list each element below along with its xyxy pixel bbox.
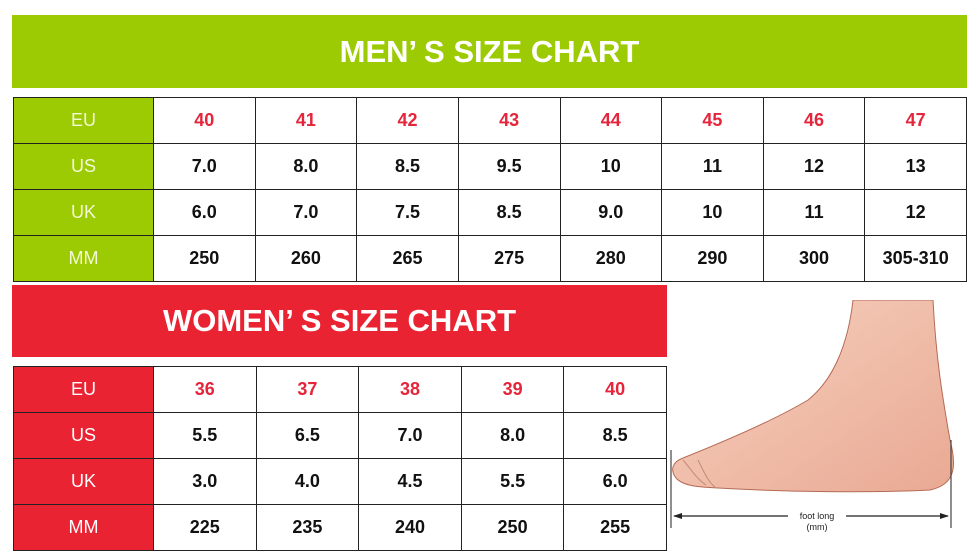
size-cell: 8.5: [563, 412, 667, 459]
size-cell: 39: [460, 366, 565, 413]
women-row-eu: EU 36 37 38 39 40: [13, 366, 667, 413]
size-cell: 7.0: [254, 189, 358, 236]
size-cell: 44: [559, 97, 663, 144]
size-cell: 300: [762, 235, 866, 282]
size-cell: 46: [762, 97, 866, 144]
women-row-mm: MM 225 235 240 250 255: [13, 504, 667, 551]
size-cell: 42: [356, 97, 459, 144]
size-cell: 250: [153, 235, 256, 282]
size-cell: 10: [661, 189, 764, 236]
size-cell: 250: [460, 504, 565, 551]
size-cell: 7.0: [358, 412, 462, 459]
foot-length-label: foot long: [800, 511, 835, 521]
size-cell: 5.5: [460, 458, 565, 505]
size-cell: 4.0: [255, 458, 360, 505]
size-cell: 40: [153, 97, 256, 144]
foot-shape: [672, 300, 954, 493]
row-header: MM: [13, 235, 154, 282]
size-cell: 7.0: [153, 143, 256, 190]
foot-illustration: foot long (mm): [670, 300, 954, 532]
size-cell: 3.0: [153, 458, 257, 505]
size-cell: 235: [255, 504, 360, 551]
row-header: UK: [13, 458, 154, 505]
row-header: US: [13, 412, 154, 459]
men-size-table: EU 40 41 42 43 44 45 46 47 US 7.0 8.0 8.5 9.5 10 11 12 13…: [13, 97, 967, 282]
men-row-eu: EU 40 41 42 43 44 45 46 47: [13, 97, 967, 144]
men-row-uk: UK 6.0 7.0 7.5 8.5 9.0 10 11 12: [13, 189, 967, 236]
size-cell: 6.0: [563, 458, 667, 505]
row-header: EU: [13, 366, 154, 413]
row-header: UK: [13, 189, 154, 236]
size-cell: 7.5: [356, 189, 459, 236]
size-cell: 10: [559, 143, 663, 190]
women-size-table: EU 36 37 38 39 40 US 5.5 6.5 7.0 8.0 8.5 UK 3.0 4.0 4.5…: [13, 366, 667, 551]
women-row-uk: UK 3.0 4.0 4.5 5.5 6.0: [13, 458, 667, 505]
row-header: MM: [13, 504, 154, 551]
size-cell: 8.5: [356, 143, 459, 190]
size-cell: 8.5: [457, 189, 561, 236]
size-cell: 45: [661, 97, 764, 144]
size-cell: 6.0: [153, 189, 256, 236]
size-cell: 40: [563, 366, 667, 413]
size-cell: 305-310: [864, 235, 967, 282]
size-cell: 6.5: [255, 412, 360, 459]
size-cell: 260: [254, 235, 358, 282]
size-cell: 9.5: [457, 143, 561, 190]
size-cell: 12: [864, 189, 967, 236]
size-cell: 9.0: [559, 189, 663, 236]
size-cell: 280: [559, 235, 663, 282]
men-row-mm: MM 250 260 265 275 280 290 300 305-310: [13, 235, 967, 282]
size-cell: 255: [563, 504, 667, 551]
size-cell: 5.5: [153, 412, 257, 459]
men-size-chart-title: MEN’ S SIZE CHART: [12, 15, 967, 88]
size-cell: 8.0: [460, 412, 565, 459]
size-cell: 240: [358, 504, 462, 551]
size-cell: 37: [255, 366, 360, 413]
size-cell: 47: [864, 97, 967, 144]
size-cell: 4.5: [358, 458, 462, 505]
foot-length-unit: (mm): [807, 522, 828, 532]
men-row-us: US 7.0 8.0 8.5 9.5 10 11 12 13: [13, 143, 967, 190]
size-cell: 275: [457, 235, 561, 282]
row-header: US: [13, 143, 154, 190]
size-cell: 41: [254, 97, 358, 144]
size-cell: 36: [153, 366, 257, 413]
size-cell: 290: [661, 235, 764, 282]
size-cell: 225: [153, 504, 257, 551]
row-header: EU: [13, 97, 154, 144]
size-cell: 265: [356, 235, 459, 282]
size-cell: 11: [661, 143, 764, 190]
size-cell: 8.0: [254, 143, 358, 190]
size-cell: 11: [762, 189, 866, 236]
size-cell: 38: [358, 366, 462, 413]
size-cell: 12: [762, 143, 866, 190]
size-cell: 43: [457, 97, 561, 144]
women-row-us: US 5.5 6.5 7.0 8.0 8.5: [13, 412, 667, 459]
size-cell: 13: [864, 143, 967, 190]
women-size-chart-title: WOMEN’ S SIZE CHART: [12, 285, 667, 357]
